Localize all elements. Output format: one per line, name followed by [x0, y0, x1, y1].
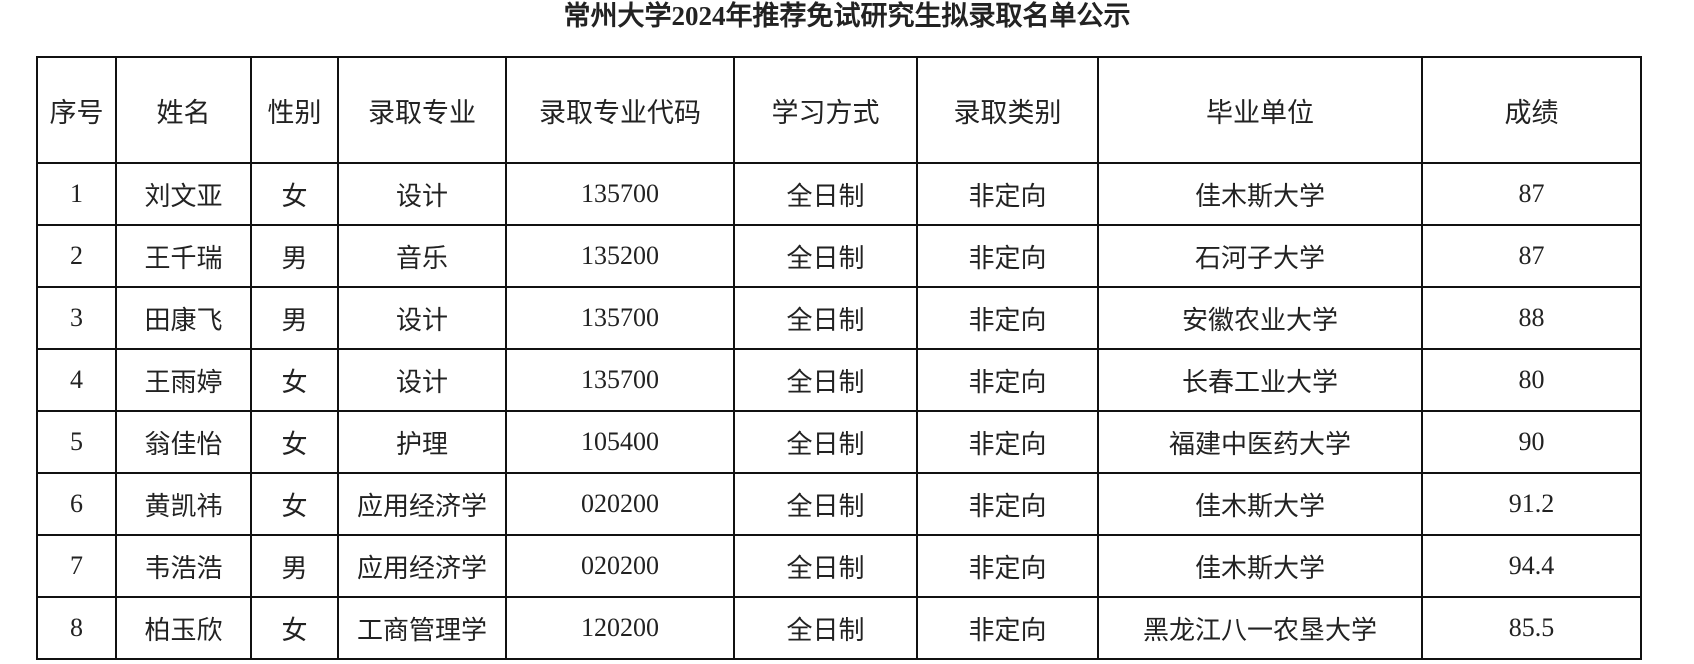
cell-col-school: 佳木斯大学 — [1097, 162, 1423, 226]
header-col-major-code: 录取专业代码 — [505, 56, 735, 164]
cell-col-major-code: 120200 — [505, 596, 735, 660]
cell-col-index: 3 — [36, 286, 117, 350]
cell-col-category: 非定向 — [916, 472, 1099, 536]
cell-col-score: 87 — [1421, 224, 1642, 288]
header-col-score: 成绩 — [1421, 56, 1642, 164]
cell-col-gender: 女 — [250, 162, 339, 226]
cell-col-school: 长春工业大学 — [1097, 348, 1423, 412]
cell-col-study-mode: 全日制 — [733, 534, 918, 598]
cell-col-category: 非定向 — [916, 286, 1099, 350]
cell-col-major-code: 135700 — [505, 348, 735, 412]
cell-col-school: 福建中医药大学 — [1097, 410, 1423, 474]
cell-col-category: 非定向 — [916, 224, 1099, 288]
cell-col-school: 安徽农业大学 — [1097, 286, 1423, 350]
table-row: 2 王千瑞男音乐 135200 全日制 非定向 石河子大学 87 — [36, 224, 1642, 288]
cell-col-major: 应用经济学 — [337, 534, 507, 598]
header-col-school: 毕业单位 — [1097, 56, 1423, 164]
header-col-major: 录取专业 — [337, 56, 507, 164]
cell-col-index: 6 — [36, 472, 117, 536]
cell-col-major-code: 105400 — [505, 410, 735, 474]
cell-col-major-code: 135700 — [505, 286, 735, 350]
cell-col-study-mode: 全日制 — [733, 224, 918, 288]
cell-col-major: 工商管理学 — [337, 596, 507, 660]
table-header-row: 序号 姓名 性别 录取专业 录取专业代码 学习方式 录取类别 毕业单位 成绩 — [36, 56, 1642, 164]
cell-col-school: 佳木斯大学 — [1097, 534, 1423, 598]
cell-col-index: 7 — [36, 534, 117, 598]
table-row: 1 刘文亚女设计 135700 全日制 非定向 佳木斯大学 87 — [36, 162, 1642, 226]
cell-col-gender: 男 — [250, 286, 339, 350]
header-col-name: 姓名 — [115, 56, 252, 164]
cell-col-category: 非定向 — [916, 410, 1099, 474]
admission-table: 序号 姓名 性别 录取专业 录取专业代码 学习方式 录取类别 毕业单位 成绩 1 刘文亚女设计 13… — [36, 56, 1642, 660]
cell-col-name: 翁佳怡 — [115, 410, 252, 474]
cell-col-score: 90 — [1421, 410, 1642, 474]
cell-col-study-mode: 全日制 — [733, 596, 918, 660]
cell-col-study-mode: 全日制 — [733, 472, 918, 536]
cell-col-study-mode: 全日制 — [733, 162, 918, 226]
cell-col-major-code: 020200 — [505, 534, 735, 598]
cell-col-study-mode: 全日制 — [733, 286, 918, 350]
table-row: 6 黄凯祎女应用经济学 020200 全日制 非定向 佳木斯大学 91.2 — [36, 472, 1642, 536]
cell-col-index: 5 — [36, 410, 117, 474]
cell-col-category: 非定向 — [916, 348, 1099, 412]
cell-col-score: 85.5 — [1421, 596, 1642, 660]
cell-col-index: 2 — [36, 224, 117, 288]
cell-col-index: 1 — [36, 162, 117, 226]
cell-col-school: 黑龙江八一农垦大学 — [1097, 596, 1423, 660]
cell-col-index: 8 — [36, 596, 117, 660]
cell-col-major-code: 020200 — [505, 472, 735, 536]
cell-col-study-mode: 全日制 — [733, 348, 918, 412]
cell-col-category: 非定向 — [916, 162, 1099, 226]
cell-col-index: 4 — [36, 348, 117, 412]
cell-col-major: 设计 — [337, 286, 507, 350]
table-row: 3 田康飞男设计 135700 全日制 非定向 安徽农业大学 88 — [36, 286, 1642, 350]
table-row: 8 柏玉欣女工商管理学 120200 全日制 非定向 黑龙江八一农垦大学 85.5 — [36, 596, 1642, 660]
cell-col-name: 王雨婷 — [115, 348, 252, 412]
cell-col-name: 韦浩浩 — [115, 534, 252, 598]
cell-col-name: 黄凯祎 — [115, 472, 252, 536]
header-col-study-mode: 学习方式 — [733, 56, 918, 164]
cell-col-score: 80 — [1421, 348, 1642, 412]
cell-col-gender: 女 — [250, 596, 339, 660]
cell-col-major: 护理 — [337, 410, 507, 474]
cell-col-category: 非定向 — [916, 596, 1099, 660]
cell-col-major: 应用经济学 — [337, 472, 507, 536]
header-col-index: 序号 — [36, 56, 117, 164]
cell-col-gender: 女 — [250, 410, 339, 474]
cell-col-major-code: 135200 — [505, 224, 735, 288]
cell-col-score: 88 — [1421, 286, 1642, 350]
cell-col-study-mode: 全日制 — [733, 410, 918, 474]
header-col-category: 录取类别 — [916, 56, 1099, 164]
cell-col-school: 石河子大学 — [1097, 224, 1423, 288]
cell-col-gender: 男 — [250, 534, 339, 598]
cell-col-category: 非定向 — [916, 534, 1099, 598]
cell-col-gender: 女 — [250, 348, 339, 412]
page-title: 常州大学2024年推荐免试研究生拟录取名单公示 — [563, 1, 1131, 31]
cell-col-score: 94.4 — [1421, 534, 1642, 598]
table-row: 5 翁佳怡女护理 105400 全日制 非定向 福建中医药大学 90 — [36, 410, 1642, 474]
cell-col-score: 87 — [1421, 162, 1642, 226]
cell-col-name: 王千瑞 — [115, 224, 252, 288]
cell-col-name: 刘文亚 — [115, 162, 252, 226]
cell-col-school: 佳木斯大学 — [1097, 472, 1423, 536]
table-row: 7 韦浩浩男应用经济学 020200 全日制 非定向 佳木斯大学 94.4 — [36, 534, 1642, 598]
cell-col-score: 91.2 — [1421, 472, 1642, 536]
cell-col-major: 设计 — [337, 348, 507, 412]
cell-col-gender: 男 — [250, 224, 339, 288]
header-col-gender: 性别 — [250, 56, 339, 164]
cell-col-major-code: 135700 — [505, 162, 735, 226]
cell-col-major: 设计 — [337, 162, 507, 226]
cell-col-gender: 女 — [250, 472, 339, 536]
cell-col-name: 田康飞 — [115, 286, 252, 350]
cell-col-major: 音乐 — [337, 224, 507, 288]
table-row: 4 王雨婷女设计 135700 全日制 非定向 长春工业大学 80 — [36, 348, 1642, 412]
cell-col-name: 柏玉欣 — [115, 596, 252, 660]
